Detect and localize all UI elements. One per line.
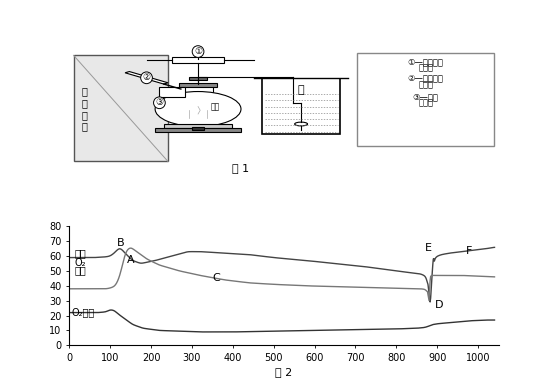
- Bar: [172, 57, 224, 63]
- Text: ①—氧气浓度: ①—氧气浓度: [408, 57, 444, 66]
- Text: ③: ③: [155, 98, 163, 107]
- Ellipse shape: [295, 122, 307, 126]
- Text: 温度: 温度: [74, 265, 86, 275]
- Text: ②—气体压强: ②—气体压强: [408, 74, 444, 83]
- Ellipse shape: [155, 92, 241, 126]
- Text: O₂浓度: O₂浓度: [71, 308, 95, 318]
- Text: 传感器: 传感器: [418, 63, 433, 72]
- Text: ②: ②: [142, 73, 151, 82]
- Text: C: C: [213, 273, 220, 283]
- Text: 压强: 压强: [74, 248, 86, 258]
- Text: D: D: [434, 300, 443, 310]
- Text: E: E: [425, 243, 432, 253]
- Text: 传感器: 传感器: [418, 81, 433, 90]
- Text: B: B: [116, 238, 124, 248]
- Text: ③—温度: ③—温度: [413, 92, 439, 101]
- Bar: [179, 83, 217, 87]
- Bar: [74, 55, 168, 161]
- X-axis label: 图 2: 图 2: [275, 367, 293, 377]
- Text: 红磷: 红磷: [211, 102, 220, 111]
- Bar: [164, 124, 233, 128]
- Bar: [357, 53, 494, 147]
- Text: ①: ①: [194, 47, 202, 56]
- Text: 传感器: 传感器: [418, 98, 433, 107]
- Bar: [192, 126, 204, 130]
- Text: O₂: O₂: [74, 258, 86, 268]
- Text: 水: 水: [298, 85, 304, 95]
- Polygon shape: [125, 71, 168, 84]
- Bar: [189, 76, 207, 80]
- Text: 图 1: 图 1: [233, 163, 249, 173]
- Text: F: F: [466, 246, 472, 256]
- Bar: [155, 128, 241, 132]
- Text: A: A: [126, 255, 134, 265]
- Bar: [183, 84, 213, 97]
- Text: 数
显
设
备: 数 显 设 备: [81, 87, 87, 132]
- Bar: [160, 87, 185, 97]
